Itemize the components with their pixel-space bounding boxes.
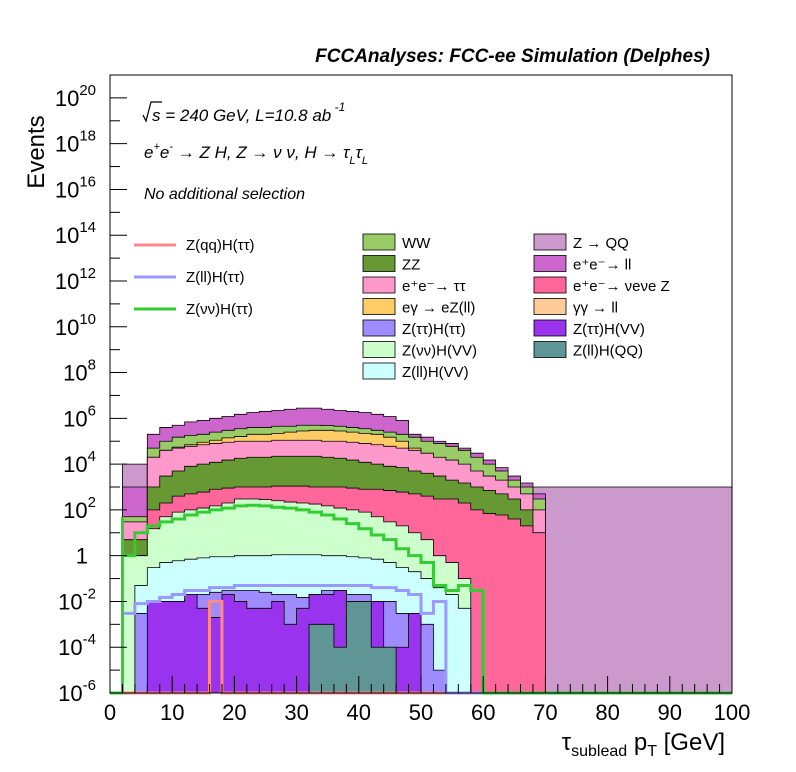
x-tick-label: 0: [104, 700, 116, 725]
legend-swatch: [533, 319, 567, 337]
chart-header: FCCAnalyses: FCC-ee Simulation (Delphes): [315, 46, 710, 67]
legend-swatch: [362, 341, 396, 358]
legend-label: e⁺e⁻→ ττ: [402, 278, 466, 295]
legend-label: Z(νν)H(VV): [402, 343, 477, 360]
y-tick-label: 1018: [55, 128, 96, 157]
legend-swatch: [362, 233, 396, 251]
legend-label: WW: [402, 235, 431, 252]
legend-swatch: [533, 255, 567, 272]
legend-label: Z(ll)H(VV): [402, 364, 469, 381]
y-tick-label: 10-4: [58, 631, 96, 660]
y-tick-label: 102: [63, 494, 96, 523]
x-tick-label: 70: [533, 700, 557, 725]
x-tick-label: 50: [409, 700, 433, 725]
legend-swatch: [362, 255, 396, 272]
legend-label: e⁺e⁻→ νeνe Z: [573, 278, 670, 295]
y-tick-label: 1012: [55, 265, 96, 294]
legend-swatch: [362, 362, 396, 380]
y-tick-label: 1016: [55, 173, 96, 202]
x-tick-label: 90: [658, 700, 682, 725]
tick-layer: [109, 97, 733, 694]
legend-swatch: [533, 298, 567, 315]
x-tick-labels: 0 10 20 30 40 50 60 70 80 90 100: [104, 700, 750, 725]
x-tick-label: 10: [160, 700, 184, 725]
annotation-process: e+e- → Z H, Z → ν ν, H → τLτL: [144, 141, 368, 167]
x-tick-label: 30: [284, 700, 308, 725]
y-tick-label: 106: [63, 402, 96, 431]
y-tick-label: 104: [63, 448, 96, 477]
x-tick-label: 80: [595, 700, 619, 725]
x-axis-title: τsublead pT [GeV]: [562, 729, 725, 760]
legend-line-label: Z(ll)H(ττ): [186, 269, 245, 286]
annotation-energy: s = 240 GeV, L=10.8 ab -1: [142, 100, 345, 125]
x-tick-label: 100: [714, 700, 751, 725]
svg-text:s = 240 GeV, L=10.8 ab -1: s = 240 GeV, L=10.8 ab -1: [152, 100, 345, 125]
sqrt-icon: [142, 101, 162, 123]
y-tick-label: 1: [76, 544, 88, 569]
y-tick-label: 10-6: [58, 677, 96, 706]
stack-fill-1: [110, 590, 732, 694]
legend-label: Z(ll)H(QQ): [573, 343, 643, 360]
y-axis-title: Events: [23, 115, 50, 188]
legend-swatch: [362, 298, 396, 315]
legend-swatch: [533, 276, 567, 294]
legend-label: Z(ττ)H(ττ): [402, 321, 466, 338]
y-tick-label: 1020: [55, 82, 96, 111]
y-tick-label: 1010: [55, 311, 96, 340]
legend-line-label: Z(νν)H(ττ): [186, 301, 253, 318]
y-tick-label: 10-2: [58, 585, 96, 614]
legend-label: ZZ: [402, 257, 420, 274]
legend-swatch: [362, 276, 396, 294]
legend-label: eγ → eZ(ll): [402, 300, 475, 317]
legend-swatch: [533, 233, 567, 251]
signal-line-2: [110, 503, 732, 695]
legend: Z(qq)H(ττ) Z(ll)H(ττ) Z(νν)H(ττ) WW ZZ e⁺e⁻→ …: [134, 233, 670, 381]
legend-swatch: [533, 341, 567, 358]
stack-layer: [110, 407, 733, 694]
legend-line-label: Z(qq)H(ττ): [186, 237, 255, 254]
legend-label: Z(ττ)H(VV): [573, 321, 645, 338]
y-tick-labels: 1020 1018 1016 1014 1012 1010 108 106 104 102 1 10-…: [55, 82, 96, 706]
y-tick-label: 1014: [55, 219, 96, 248]
x-tick-label: 60: [471, 700, 495, 725]
legend-swatch: [362, 319, 396, 337]
x-tick-label: 40: [347, 700, 371, 725]
x-tick-label: 20: [222, 700, 246, 725]
legend-label: e⁺e⁻→ ll: [573, 257, 631, 274]
legend-label: γγ → ll: [573, 300, 618, 317]
y-tick-label: 108: [63, 357, 96, 386]
annotation-selection: No additional selection: [144, 186, 305, 203]
signal-line-1: [110, 583, 732, 695]
legend-label: Z → QQ: [573, 235, 629, 252]
